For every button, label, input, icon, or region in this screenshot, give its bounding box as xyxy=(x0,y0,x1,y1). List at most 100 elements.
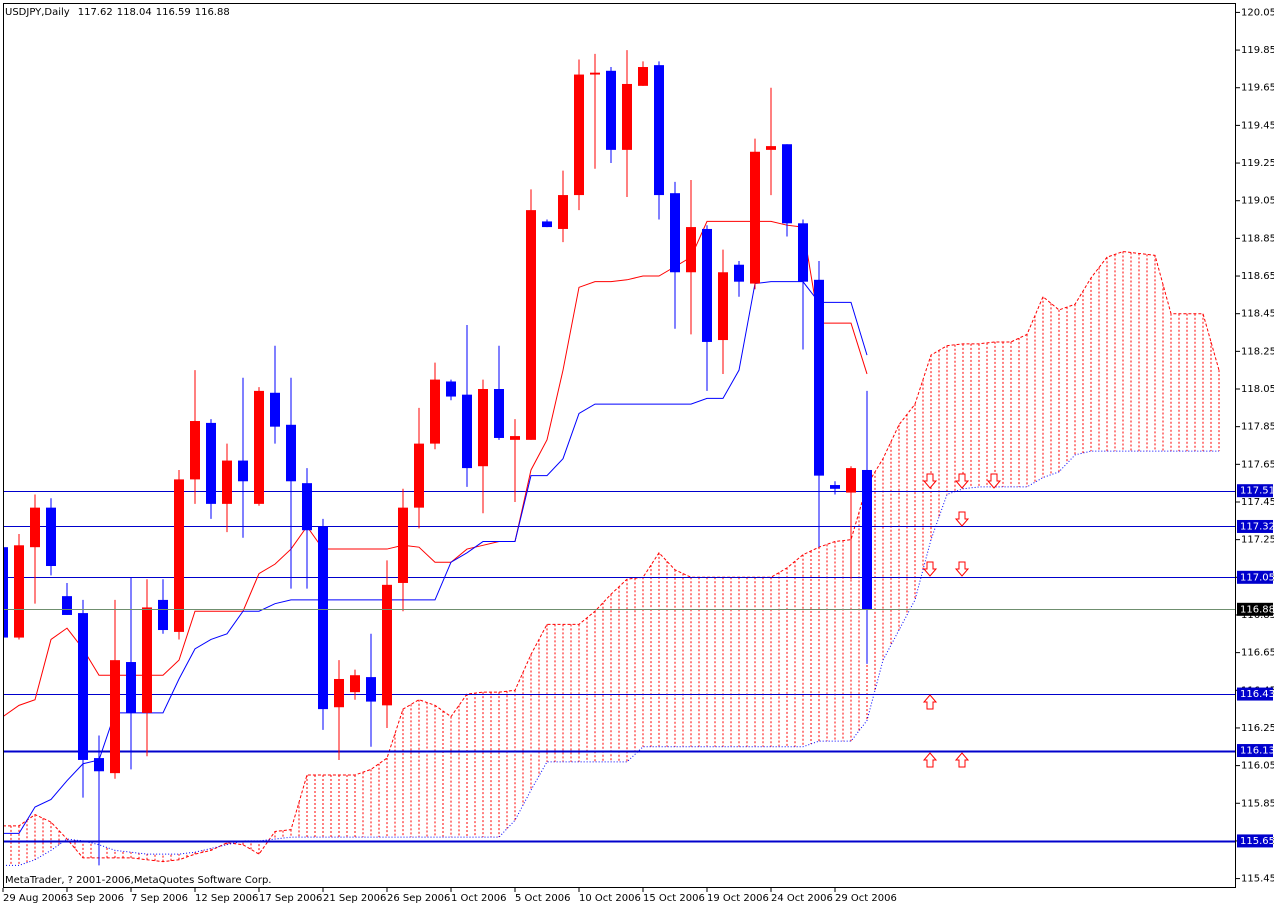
level-label-box xyxy=(1237,484,1273,498)
y-tick-label: 116.05 xyxy=(1241,761,1274,772)
candle-body xyxy=(350,675,360,693)
x-tick-label: 29 Aug 2006 xyxy=(3,893,67,904)
level-label-box xyxy=(1237,834,1273,848)
x-tick-label: 26 Sep 2006 xyxy=(387,893,450,904)
candle-body xyxy=(302,483,312,531)
down-arrow xyxy=(922,561,938,577)
candle-body xyxy=(254,390,264,504)
candle-body xyxy=(3,547,8,638)
y-tick-label: 117.45 xyxy=(1241,497,1274,508)
candle-body xyxy=(382,584,392,706)
candle-body xyxy=(430,379,440,444)
candle-body xyxy=(718,272,728,341)
candle-body xyxy=(814,279,824,476)
candle-body xyxy=(558,195,568,229)
y-tick-label: 119.85 xyxy=(1241,45,1274,56)
candle-body xyxy=(542,221,552,228)
down-arrow xyxy=(986,473,1002,489)
candle-body xyxy=(158,599,168,631)
candle-body xyxy=(846,468,856,493)
candle-body xyxy=(862,469,872,610)
header-open: 117.62 xyxy=(78,7,113,18)
y-tick-label: 116.65 xyxy=(1241,648,1274,659)
last-price-box xyxy=(1237,602,1273,616)
up-arrow xyxy=(922,694,938,710)
y-tick-label: 115.85 xyxy=(1241,798,1274,809)
candle-body xyxy=(366,677,376,702)
y-tick-label: 117.25 xyxy=(1241,535,1274,546)
y-tick-label: 117.65 xyxy=(1241,459,1274,470)
y-tick-label: 118.45 xyxy=(1241,309,1274,320)
candle-body xyxy=(238,460,248,482)
x-tick-label: 1 Oct 2006 xyxy=(451,893,506,904)
candle-body xyxy=(510,436,520,440)
candle-body xyxy=(462,394,472,469)
down-arrow xyxy=(954,473,970,489)
level-label-box xyxy=(1237,687,1273,701)
level-label: 117.05 xyxy=(1240,572,1274,583)
y-tick-label: 119.05 xyxy=(1241,196,1274,207)
level-label: 116.13 xyxy=(1240,746,1274,757)
level-label-box xyxy=(1237,570,1273,584)
candle-body xyxy=(526,210,536,440)
signal-arrows xyxy=(922,473,1002,768)
candle-body xyxy=(670,193,680,273)
down-arrow xyxy=(954,561,970,577)
header-low: 116.59 xyxy=(156,7,191,18)
candle-body xyxy=(654,65,664,196)
candle-body xyxy=(334,678,344,708)
candle-body xyxy=(142,607,152,713)
y-tick-label: 118.85 xyxy=(1241,233,1274,244)
candle-body xyxy=(798,223,808,282)
candle-body xyxy=(46,507,56,567)
candle-body xyxy=(830,485,840,489)
candle-body xyxy=(206,422,216,504)
level-label: 115.65 xyxy=(1240,836,1274,847)
candle-body xyxy=(270,392,280,427)
level-label-box xyxy=(1237,519,1273,533)
candle-body xyxy=(446,381,456,397)
y-tick-label: 118.65 xyxy=(1241,271,1274,282)
symbol-title: USDJPY,Daily xyxy=(5,7,70,18)
plot-frame xyxy=(3,3,1236,888)
candle-body xyxy=(190,421,200,480)
last-price-label: 116.88 xyxy=(1240,604,1274,615)
header-high: 118.04 xyxy=(117,7,152,18)
chart-header: USDJPY,Daily 117.62 118.04 116.59 116.88 xyxy=(5,7,230,18)
candle-body xyxy=(782,144,792,224)
copyright: MetaTrader, ? 2001-2006,MetaQuotes Softw… xyxy=(5,875,271,886)
x-tick-label: 5 Oct 2006 xyxy=(515,893,570,904)
up-arrow xyxy=(954,752,970,768)
y-tick-label: 119.25 xyxy=(1241,158,1274,169)
x-tick-label: 29 Oct 2006 xyxy=(835,893,897,904)
level-label: 117.32 xyxy=(1240,521,1274,532)
candle-body xyxy=(14,545,24,638)
candle-body xyxy=(94,758,104,772)
candle-body xyxy=(30,507,40,548)
candle-body xyxy=(222,460,232,504)
cloud-span-a xyxy=(3,251,1220,863)
y-tick-label: 118.05 xyxy=(1241,384,1274,395)
cloud-span-b xyxy=(3,450,1219,866)
x-tick-label: 21 Sep 2006 xyxy=(323,893,386,904)
x-tick-label: 24 Oct 2006 xyxy=(771,893,833,904)
candle-body xyxy=(398,507,408,583)
x-tick-label: 17 Sep 2006 xyxy=(259,893,322,904)
candle-body xyxy=(62,596,72,615)
y-tick-label: 116.25 xyxy=(1241,723,1274,734)
candle-body xyxy=(494,389,504,438)
candle-body xyxy=(318,526,328,710)
candle-body xyxy=(78,613,88,760)
candle-body xyxy=(110,660,120,774)
y-tick-label: 120.05 xyxy=(1241,7,1274,18)
y-tick-label: 115.45 xyxy=(1241,874,1274,885)
candle-body xyxy=(606,70,616,150)
candle-body xyxy=(286,424,296,482)
level-label-box xyxy=(1237,744,1273,758)
y-tick-label: 117.85 xyxy=(1241,422,1274,433)
x-tick-label: 15 Oct 2006 xyxy=(643,893,705,904)
candle-body xyxy=(750,151,760,284)
candle-body xyxy=(638,67,648,86)
